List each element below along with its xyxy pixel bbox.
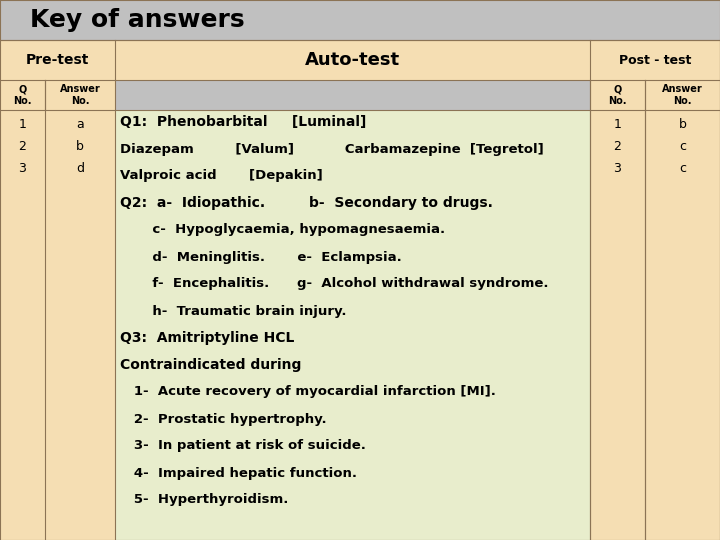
Text: 3-  In patient at risk of suicide.: 3- In patient at risk of suicide. <box>120 440 366 453</box>
Text: c: c <box>679 140 686 153</box>
Bar <box>115 110 590 540</box>
Text: c-  Hypoglycaemia, hypomagnesaemia.: c- Hypoglycaemia, hypomagnesaemia. <box>120 224 445 237</box>
Text: Contraindicated during: Contraindicated during <box>120 358 302 372</box>
Text: d: d <box>76 163 84 176</box>
Text: Q
No.: Q No. <box>608 84 626 106</box>
Text: 1-  Acute recovery of myocardial infarction [MI].: 1- Acute recovery of myocardial infarcti… <box>120 386 496 399</box>
Bar <box>115 40 590 80</box>
Bar <box>645 80 720 110</box>
Text: 2: 2 <box>19 140 27 153</box>
Text: a: a <box>76 118 84 132</box>
Text: h-  Traumatic brain injury.: h- Traumatic brain injury. <box>120 305 346 318</box>
Text: Q3:  Amitriptyline HCL: Q3: Amitriptyline HCL <box>120 331 294 345</box>
Text: Valproic acid       [Depakin]: Valproic acid [Depakin] <box>120 170 323 183</box>
Text: 4-  Impaired hepatic function.: 4- Impaired hepatic function. <box>120 467 357 480</box>
Text: Answer
No.: Answer No. <box>662 84 703 106</box>
Text: 3: 3 <box>19 163 27 176</box>
Text: Q1:  Phenobarbital     [Luminal]: Q1: Phenobarbital [Luminal] <box>120 115 366 129</box>
Text: Q2:  a-  Idiopathic.         b-  Secondary to drugs.: Q2: a- Idiopathic. b- Secondary to drugs… <box>120 196 493 210</box>
Text: 2: 2 <box>613 140 621 153</box>
Text: Pre-test: Pre-test <box>26 53 89 67</box>
Bar <box>0 110 115 540</box>
Text: 5-  Hyperthyroidism.: 5- Hyperthyroidism. <box>120 494 289 507</box>
Text: b: b <box>678 118 686 132</box>
Bar <box>45 80 115 110</box>
Bar <box>590 80 645 110</box>
Text: Auto-test: Auto-test <box>305 51 400 69</box>
Text: 3: 3 <box>613 163 621 176</box>
Bar <box>590 40 720 80</box>
Text: b: b <box>76 140 84 153</box>
Bar <box>0 0 720 40</box>
Text: Q
No.: Q No. <box>13 84 32 106</box>
Text: Diazepam         [Valum]           Carbamazepine  [Tegretol]: Diazepam [Valum] Carbamazepine [Tegretol… <box>120 143 544 156</box>
Text: 1: 1 <box>613 118 621 132</box>
Bar <box>0 80 45 110</box>
Text: 2-  Prostatic hypertrophy.: 2- Prostatic hypertrophy. <box>120 413 327 426</box>
Bar <box>590 110 720 540</box>
Text: f-  Encephalitis.      g-  Alcohol withdrawal syndrome.: f- Encephalitis. g- Alcohol withdrawal s… <box>120 278 549 291</box>
Text: Answer
No.: Answer No. <box>60 84 100 106</box>
Text: Key of answers: Key of answers <box>30 8 245 32</box>
Bar <box>0 40 115 80</box>
Text: c: c <box>679 163 686 176</box>
Text: 1: 1 <box>19 118 27 132</box>
Text: d-  Meninglitis.       e-  Eclampsia.: d- Meninglitis. e- Eclampsia. <box>120 251 402 264</box>
Text: Post - test: Post - test <box>618 53 691 66</box>
